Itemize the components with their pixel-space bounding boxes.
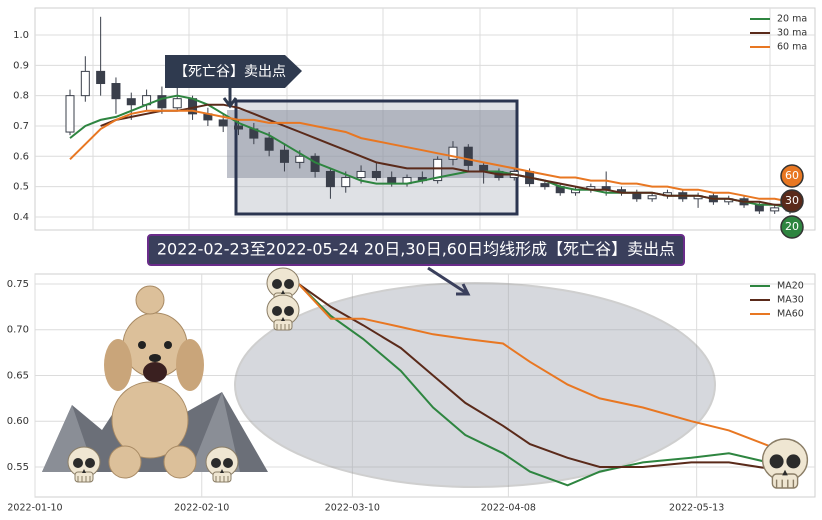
candle-body xyxy=(65,95,75,133)
poodle xyxy=(104,285,204,479)
ma-line xyxy=(100,103,790,206)
y-tick-label: 0.8 xyxy=(13,91,29,102)
candle-body xyxy=(448,146,458,160)
end-badge-label: 30 xyxy=(785,194,799,207)
candle-body xyxy=(126,98,136,106)
end-badge-label: 20 xyxy=(785,220,799,233)
legend-label: MA20 xyxy=(777,281,804,292)
x-tick-label: 2022-03-10 xyxy=(325,503,380,514)
poodle-part xyxy=(108,445,142,479)
candle-body xyxy=(341,177,351,188)
end-badge xyxy=(780,164,804,188)
x-tick-label: 2022-04-08 xyxy=(481,503,536,514)
candle-body xyxy=(111,83,121,100)
candle-body xyxy=(234,125,244,130)
candle-body xyxy=(540,183,550,188)
y-tick-label: 0.9 xyxy=(13,60,29,71)
x-tick-label: 2022-02-10 xyxy=(174,503,229,514)
legend-label: 60 ma xyxy=(777,42,807,53)
x-tick-label: 2022-05-13 xyxy=(669,503,724,514)
candle-body xyxy=(172,98,182,109)
y-tick-label: 0.55 xyxy=(7,462,29,473)
candle-body xyxy=(356,170,366,179)
poodle-part xyxy=(163,445,197,479)
ma-line xyxy=(297,283,789,455)
candle-body xyxy=(325,170,335,188)
candle-body xyxy=(218,119,228,127)
poodle-ear xyxy=(104,339,132,391)
poodle-mouth xyxy=(143,362,167,382)
y-tick-label: 1.0 xyxy=(13,30,29,41)
y-tick-label: 0.70 xyxy=(7,325,29,336)
y-tick-label: 0.4 xyxy=(13,212,29,223)
legend-label: 30 ma xyxy=(777,28,807,39)
candle-body xyxy=(157,95,167,109)
candle-body xyxy=(264,137,274,151)
top-panel: 0.4 0.5 0.6 0.7 0.8 0.9 1.0 20 ma 30 ma 60 ma 60 30… xyxy=(13,7,816,239)
candle-body xyxy=(433,158,443,182)
callout-text: 【死亡谷】卖出点 xyxy=(174,64,286,80)
banner-arrow xyxy=(427,266,471,296)
y-tick-label: 0.6 xyxy=(13,151,29,162)
end-badge xyxy=(780,189,804,213)
y-tick-label: 0.7 xyxy=(13,121,29,132)
ma-line xyxy=(69,109,791,203)
legend-label: MA60 xyxy=(777,309,804,320)
y-tick-label: 0.5 xyxy=(13,182,29,193)
ma-line xyxy=(298,283,789,473)
banner xyxy=(147,234,685,266)
legend-label: MA30 xyxy=(777,295,804,306)
y-tick-label: 0.75 xyxy=(7,279,29,290)
poodle-eye xyxy=(164,341,172,349)
candle-body xyxy=(463,146,473,166)
bottom-panel: 2022-01-10 2022-02-10 2022-03-10 2022-04-08… xyxy=(7,267,816,514)
x-tick-label: 2022-01-10 xyxy=(7,503,62,514)
legend-label: 20 ma xyxy=(777,14,807,25)
y-tick-label: 0.65 xyxy=(7,370,29,381)
poodle-eye xyxy=(138,341,146,349)
candle-body xyxy=(80,70,90,97)
end-badge xyxy=(780,215,804,239)
poodle-ear xyxy=(176,339,204,391)
callout xyxy=(165,55,302,88)
end-badge-label: 60 xyxy=(785,169,799,182)
candle-body xyxy=(279,149,289,163)
y-tick-label: 0.60 xyxy=(7,416,29,427)
poodle-nose xyxy=(149,354,161,362)
candle-body xyxy=(647,195,657,200)
candle-body xyxy=(371,170,381,179)
candle-body xyxy=(770,207,780,212)
candle-body xyxy=(96,70,106,85)
callout-arrow xyxy=(222,88,238,109)
ma-line xyxy=(297,283,789,487)
highlight-frame xyxy=(234,99,519,216)
poodle-part xyxy=(111,381,189,459)
banner-text: 2022-02-23至2022-05-24 20日,30日,60日均线形成【死亡… xyxy=(157,240,675,259)
candle-body xyxy=(295,155,305,163)
highlight-ellipse xyxy=(234,282,716,488)
poodle-part xyxy=(135,285,165,315)
